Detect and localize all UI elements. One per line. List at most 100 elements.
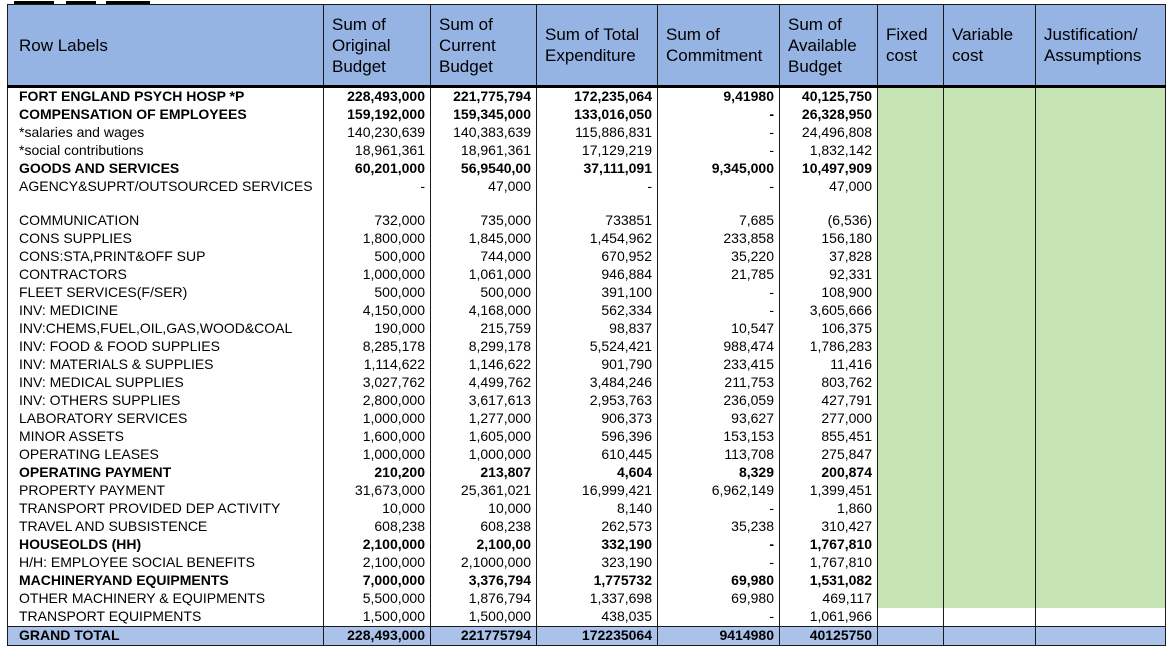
total-expenditure-cell[interactable]: 3,484,246 (536, 374, 658, 392)
available-budget-cell[interactable]: 156,180 (779, 230, 878, 248)
fixed-cost-cell[interactable] (877, 356, 944, 374)
total-expenditure-cell[interactable]: 391,100 (536, 284, 658, 302)
current-budget-cell[interactable]: 221775794 (430, 626, 537, 646)
justification-cell[interactable] (1035, 554, 1166, 572)
commitment-cell[interactable]: - (657, 302, 780, 320)
justification-cell[interactable] (1035, 518, 1166, 536)
justification-cell[interactable] (1035, 482, 1166, 500)
justification-cell[interactable] (1035, 572, 1166, 590)
row-label-cell[interactable]: FLEET SERVICES(F/SER) (7, 284, 324, 302)
justification-cell[interactable] (1035, 626, 1166, 646)
variable-cost-cell[interactable] (943, 338, 1036, 356)
commitment-cell[interactable]: - (657, 178, 780, 212)
variable-cost-cell[interactable] (943, 356, 1036, 374)
current-budget-cell[interactable]: 221,775,794 (430, 85, 537, 106)
current-budget-cell[interactable]: 1,876,794 (430, 590, 537, 608)
commitment-cell[interactable]: 233,858 (657, 230, 780, 248)
justification-cell[interactable] (1035, 446, 1166, 464)
row-label-cell[interactable]: GOODS AND SERVICES (7, 160, 324, 178)
header-current-budget[interactable]: Sum of Current Budget (430, 4, 537, 87)
fixed-cost-cell[interactable] (877, 160, 944, 178)
available-budget-cell[interactable]: 24,496,808 (779, 124, 878, 142)
total-expenditure-cell[interactable]: 17,129,219 (536, 142, 658, 160)
commitment-cell[interactable]: 93,627 (657, 410, 780, 428)
commitment-cell[interactable]: - (657, 554, 780, 572)
row-label-cell[interactable]: MACHINERYAND EQUIPMENTS (7, 572, 324, 590)
row-label-cell[interactable]: HOUSEOLDS (HH) (7, 536, 324, 554)
available-budget-cell[interactable]: 47,000 (779, 178, 878, 212)
commitment-cell[interactable]: 69,980 (657, 572, 780, 590)
available-budget-cell[interactable]: 1,531,082 (779, 572, 878, 590)
available-budget-cell[interactable]: 40125750 (779, 626, 878, 646)
fixed-cost-cell[interactable] (877, 338, 944, 356)
total-expenditure-cell[interactable]: 16,999,421 (536, 482, 658, 500)
current-budget-cell[interactable]: 500,000 (430, 284, 537, 302)
original-budget-cell[interactable]: 18,961,361 (323, 142, 431, 160)
total-expenditure-cell[interactable]: 906,373 (536, 410, 658, 428)
original-budget-cell[interactable]: 1,800,000 (323, 230, 431, 248)
fixed-cost-cell[interactable] (877, 428, 944, 446)
total-expenditure-cell[interactable]: 901,790 (536, 356, 658, 374)
original-budget-cell[interactable]: 1,600,000 (323, 428, 431, 446)
total-expenditure-cell[interactable]: 332,190 (536, 536, 658, 554)
fixed-cost-cell[interactable] (877, 554, 944, 572)
available-budget-cell[interactable]: 40,125,750 (779, 85, 878, 106)
fixed-cost-cell[interactable] (877, 464, 944, 482)
variable-cost-cell[interactable] (943, 446, 1036, 464)
row-label-cell[interactable]: INV: OTHERS SUPPLIES (7, 392, 324, 410)
justification-cell[interactable] (1035, 410, 1166, 428)
justification-cell[interactable] (1035, 178, 1166, 212)
variable-cost-cell[interactable] (943, 302, 1036, 320)
current-budget-cell[interactable]: 56,9540,00 (430, 160, 537, 178)
justification-cell[interactable] (1035, 590, 1166, 608)
available-budget-cell[interactable]: 1,767,810 (779, 554, 878, 572)
available-budget-cell[interactable]: 200,874 (779, 464, 878, 482)
commitment-cell[interactable]: - (657, 608, 780, 627)
header-variable-cost[interactable]: Variable cost (943, 4, 1036, 87)
fixed-cost-cell[interactable] (877, 500, 944, 518)
current-budget-cell[interactable]: 608,238 (430, 518, 537, 536)
total-expenditure-cell[interactable]: 733851 (536, 212, 658, 230)
original-budget-cell[interactable]: 2,100,000 (323, 554, 431, 572)
row-label-cell[interactable]: CONS:STA,PRINT&OFF SUP (7, 248, 324, 266)
row-label-cell[interactable]: OPERATING LEASES (7, 446, 324, 464)
original-budget-cell[interactable]: 31,673,000 (323, 482, 431, 500)
fixed-cost-cell[interactable] (877, 142, 944, 160)
justification-cell[interactable] (1035, 124, 1166, 142)
available-budget-cell[interactable]: 10,497,909 (779, 160, 878, 178)
variable-cost-cell[interactable] (943, 178, 1036, 212)
original-budget-cell[interactable]: 228,493,000 (323, 85, 431, 106)
original-budget-cell[interactable]: 7,000,000 (323, 572, 431, 590)
original-budget-cell[interactable]: 1,114,622 (323, 356, 431, 374)
available-budget-cell[interactable]: 427,791 (779, 392, 878, 410)
row-label-cell[interactable]: LABORATORY SERVICES (7, 410, 324, 428)
current-budget-cell[interactable]: 8,299,178 (430, 338, 537, 356)
fixed-cost-cell[interactable] (877, 266, 944, 284)
row-label-cell[interactable]: INV: MEDICINE (7, 302, 324, 320)
commitment-cell[interactable]: - (657, 536, 780, 554)
variable-cost-cell[interactable] (943, 160, 1036, 178)
commitment-cell[interactable]: 9,345,000 (657, 160, 780, 178)
fixed-cost-cell[interactable] (877, 248, 944, 266)
current-budget-cell[interactable]: 1,500,000 (430, 608, 537, 627)
current-budget-cell[interactable]: 10,000 (430, 500, 537, 518)
header-fixed-cost[interactable]: Fixed cost (877, 4, 944, 87)
justification-cell[interactable] (1035, 608, 1166, 627)
justification-cell[interactable] (1035, 302, 1166, 320)
variable-cost-cell[interactable] (943, 106, 1036, 124)
current-budget-cell[interactable]: 2,1000,000 (430, 554, 537, 572)
variable-cost-cell[interactable] (943, 500, 1036, 518)
total-expenditure-cell[interactable]: 8,140 (536, 500, 658, 518)
row-label-cell[interactable]: COMPENSATION OF EMPLOYEES (7, 106, 324, 124)
variable-cost-cell[interactable] (943, 230, 1036, 248)
justification-cell[interactable] (1035, 230, 1166, 248)
header-commitment[interactable]: Sum of Commitment (657, 4, 780, 87)
fixed-cost-cell[interactable] (877, 392, 944, 410)
total-expenditure-cell[interactable]: 562,334 (536, 302, 658, 320)
current-budget-cell[interactable]: 213,807 (430, 464, 537, 482)
row-label-cell[interactable]: H/H: EMPLOYEE SOCIAL BENEFITS (7, 554, 324, 572)
current-budget-cell[interactable]: 47,000 (430, 178, 537, 212)
current-budget-cell[interactable]: 159,345,000 (430, 106, 537, 124)
current-budget-cell[interactable]: 1,845,000 (430, 230, 537, 248)
commitment-cell[interactable]: 21,785 (657, 266, 780, 284)
